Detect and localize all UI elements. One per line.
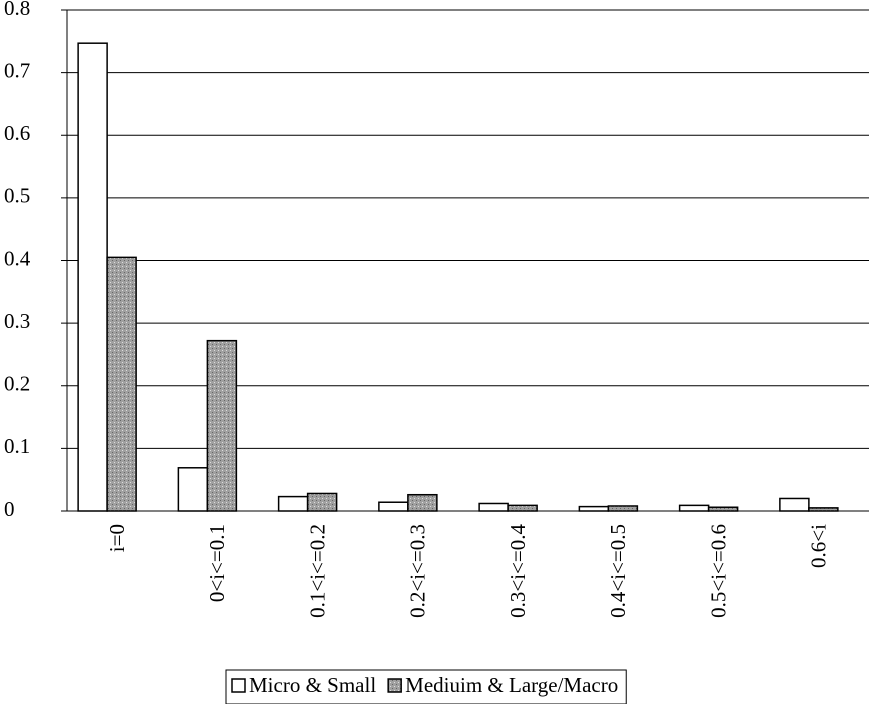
legend-swatch xyxy=(231,678,246,693)
legend-box xyxy=(225,669,627,704)
bar xyxy=(77,42,108,512)
bar xyxy=(106,256,137,512)
y-tick-label: 0.7 xyxy=(4,58,30,82)
legend-label: Micro & Small xyxy=(249,673,376,697)
y-tick-label: 0.5 xyxy=(4,184,30,208)
bar xyxy=(206,339,238,512)
x-tick-label: 0.5<i<=0.6 xyxy=(706,524,730,618)
y-tick-label: 0.6 xyxy=(4,121,30,145)
y-tick-label: 0.2 xyxy=(4,372,30,396)
x-tick-label: 0.3<i<=0.4 xyxy=(506,524,530,618)
y-tick-label: 0 xyxy=(4,497,15,521)
bar xyxy=(306,492,338,512)
bar xyxy=(277,495,309,512)
x-tick-label: 0<i<=0.1 xyxy=(205,524,229,602)
bar xyxy=(507,504,538,512)
bar xyxy=(779,497,810,512)
y-tick-label: 0.3 xyxy=(4,309,30,333)
x-tick-label: i=0 xyxy=(105,524,129,552)
x-tick-label: 0.6<i xyxy=(807,524,831,568)
bar xyxy=(177,467,209,512)
y-tick-label: 0.8 xyxy=(4,0,30,20)
legend-label: Mediuim & Large/Macro xyxy=(405,673,618,697)
y-tick-label: 0.1 xyxy=(4,434,30,458)
y-tick-label: 0.4 xyxy=(4,246,31,270)
bar xyxy=(678,504,710,512)
bar xyxy=(707,506,739,512)
bar xyxy=(478,502,509,512)
x-tick-label: 0.2<i<=0.3 xyxy=(406,524,430,618)
bar xyxy=(607,505,639,512)
legend-swatch xyxy=(387,678,402,693)
bar xyxy=(378,501,409,512)
x-tick-label: 0.4<i<=0.5 xyxy=(606,524,630,618)
bar xyxy=(407,493,438,512)
bar xyxy=(808,507,839,512)
x-tick-label: 0.1<i<=0.2 xyxy=(305,524,329,618)
legend: Micro & Small Mediuim & Large/Macro xyxy=(225,669,627,704)
bar xyxy=(578,505,610,512)
